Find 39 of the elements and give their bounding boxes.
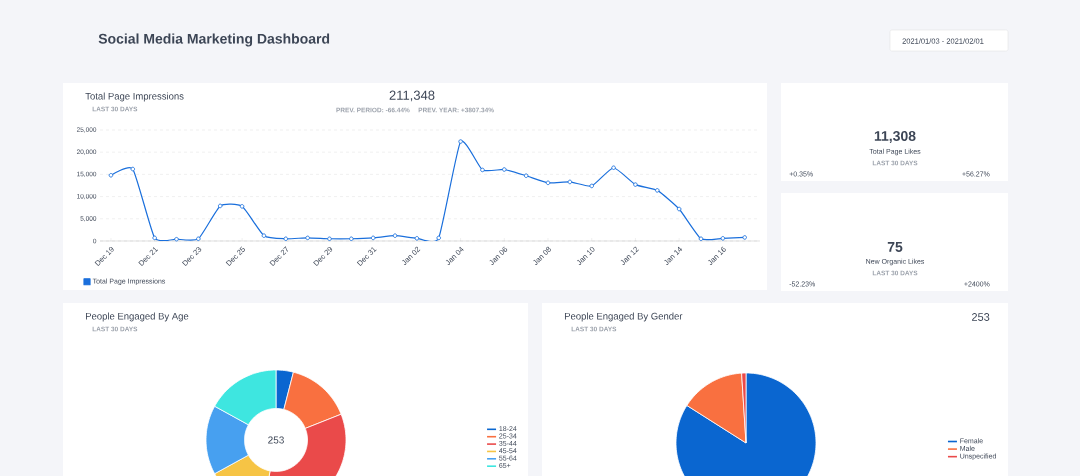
point bbox=[239, 204, 245, 209]
point bbox=[633, 182, 638, 187]
chart-title: People Engaged By Gender bbox=[564, 312, 683, 322]
point bbox=[283, 236, 289, 242]
point bbox=[392, 233, 398, 238]
point bbox=[436, 235, 441, 241]
text: 253 bbox=[971, 313, 990, 321]
point bbox=[370, 235, 376, 241]
point bbox=[108, 173, 114, 178]
point bbox=[174, 236, 179, 242]
point bbox=[130, 166, 136, 172]
text: 11,308 bbox=[874, 131, 916, 143]
point bbox=[152, 235, 157, 241]
point bbox=[655, 188, 660, 193]
point bbox=[742, 235, 747, 240]
point bbox=[217, 203, 223, 209]
text: 211,348 bbox=[389, 90, 435, 102]
point bbox=[720, 236, 726, 241]
point bbox=[327, 236, 332, 242]
point bbox=[589, 183, 594, 189]
point bbox=[567, 179, 573, 185]
point bbox=[676, 206, 682, 212]
point bbox=[480, 167, 485, 173]
point bbox=[611, 165, 616, 170]
point bbox=[458, 139, 463, 144]
point bbox=[414, 236, 420, 241]
text: Social Media Marketing Dashboard bbox=[98, 33, 330, 47]
point bbox=[545, 180, 551, 186]
point bbox=[523, 173, 529, 178]
text: 253 bbox=[268, 436, 284, 444]
point bbox=[305, 235, 310, 241]
point bbox=[196, 236, 201, 242]
point bbox=[349, 236, 354, 242]
point bbox=[261, 233, 267, 238]
point bbox=[698, 236, 704, 242]
chart-title: People Engaged By Age bbox=[86, 312, 189, 322]
text: 75 bbox=[887, 242, 903, 252]
chart-title: Total Page Impressions bbox=[85, 92, 184, 102]
point bbox=[502, 167, 507, 172]
